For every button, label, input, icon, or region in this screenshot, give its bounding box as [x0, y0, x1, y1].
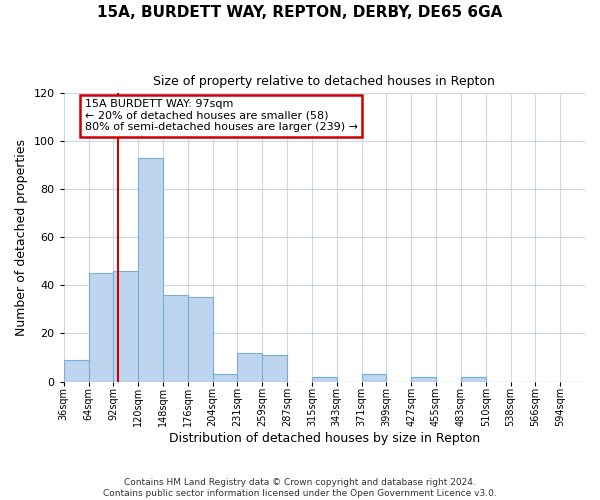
Bar	[64, 360, 89, 382]
Bar	[312, 376, 337, 382]
Y-axis label: Number of detached properties: Number of detached properties	[15, 139, 28, 336]
Bar	[138, 158, 163, 382]
Bar	[262, 355, 287, 382]
Bar	[411, 376, 436, 382]
Text: 15A BURDETT WAY: 97sqm
← 20% of detached houses are smaller (58)
80% of semi-det: 15A BURDETT WAY: 97sqm ← 20% of detached…	[85, 99, 358, 132]
Bar	[212, 374, 238, 382]
Title: Size of property relative to detached houses in Repton: Size of property relative to detached ho…	[154, 75, 495, 88]
Bar	[461, 376, 486, 382]
Bar	[89, 274, 113, 382]
Text: 15A, BURDETT WAY, REPTON, DERBY, DE65 6GA: 15A, BURDETT WAY, REPTON, DERBY, DE65 6G…	[97, 5, 503, 20]
Bar	[113, 271, 138, 382]
Bar	[238, 352, 262, 382]
Text: Contains HM Land Registry data © Crown copyright and database right 2024.
Contai: Contains HM Land Registry data © Crown c…	[103, 478, 497, 498]
Bar	[163, 295, 188, 382]
Bar	[362, 374, 386, 382]
X-axis label: Distribution of detached houses by size in Repton: Distribution of detached houses by size …	[169, 432, 480, 445]
Bar	[188, 298, 212, 382]
